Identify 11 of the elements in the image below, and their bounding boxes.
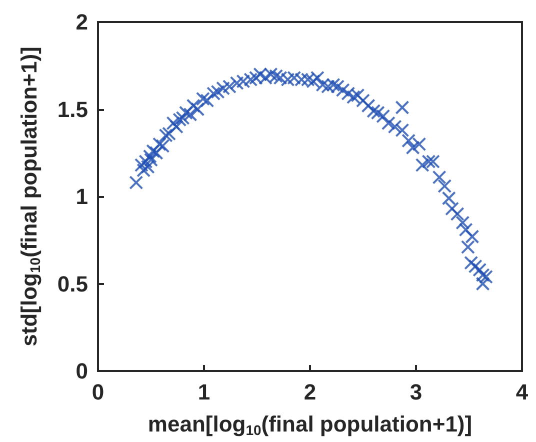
y-tick-label: 0 [76,358,88,384]
x-tick-label: 0 [92,380,104,404]
y-tick-label: 0.5 [57,271,88,296]
y-tick-label: 1.5 [57,96,88,122]
x-tick-label: 3 [410,380,422,404]
y-tick-label: 2 [76,10,88,34]
x-tick-label: 2 [304,380,316,404]
y-axis-title: std[log10(final population+1)] [16,46,43,346]
y-tick-label: 1 [76,184,88,209]
x-tick-label: 4 [516,380,529,404]
x-tick-label: 1 [198,380,210,404]
